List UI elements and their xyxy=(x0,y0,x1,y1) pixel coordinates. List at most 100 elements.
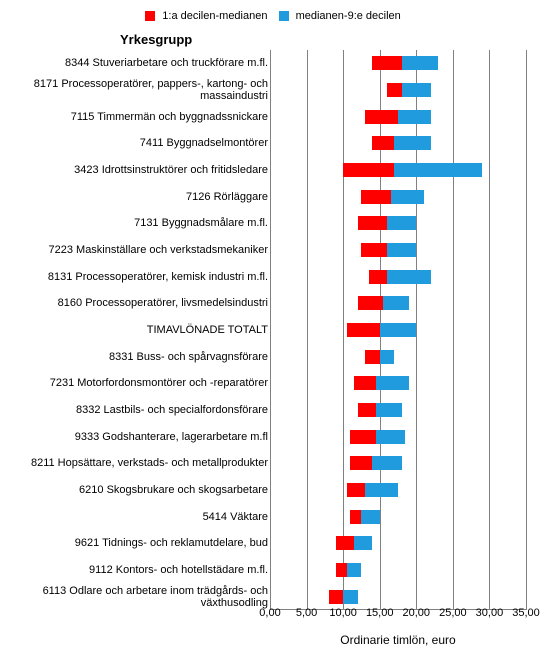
wage-chart: 1:a decilen-medianen medianen-9:e decile… xyxy=(0,0,546,655)
row-label: 9333 Godshanterare, lagerarbetare m.fl xyxy=(6,423,268,450)
legend-label-blue: medianen-9:e decilen xyxy=(296,10,401,22)
legend: 1:a decilen-medianen medianen-9:e decile… xyxy=(0,10,546,22)
row-label: 8332 Lastbils- och specialfordonsförare xyxy=(6,397,268,424)
row-label: 7126 Rörläggare xyxy=(6,183,268,210)
legend-item-blue: medianen-9:e decilen xyxy=(279,10,401,22)
bar-segment-blue xyxy=(394,136,431,150)
bar-segment-red xyxy=(361,243,387,257)
row-label: 6113 Odlare och arbetare inom trädgårds-… xyxy=(6,583,268,610)
bar-segment-blue xyxy=(398,110,431,124)
bar-segment-blue xyxy=(343,590,358,604)
bar-segment-blue xyxy=(365,483,398,497)
bar-row xyxy=(270,370,526,397)
row-label: 9621 Tidnings- och reklamutdelare, bud xyxy=(6,530,268,557)
bar-row xyxy=(270,317,526,344)
bar-segment-blue xyxy=(372,456,401,470)
bar-segment-red xyxy=(365,350,380,364)
bar-segment-blue xyxy=(354,536,372,550)
x-tick: 25,00 xyxy=(439,607,467,619)
bar-segment-blue xyxy=(380,323,417,337)
bar-segment-blue xyxy=(387,243,416,257)
bar-row xyxy=(270,450,526,477)
bar-segment-red xyxy=(350,430,376,444)
row-label: 8171 Processoperatörer, pappers-, karton… xyxy=(6,77,268,104)
bar-segment-blue xyxy=(387,216,416,230)
x-tick: 15,00 xyxy=(366,607,394,619)
row-label: 8331 Buss- och spårvagnsförare xyxy=(6,343,268,370)
bar-row xyxy=(270,50,526,77)
x-tick: 20,00 xyxy=(403,607,431,619)
row-label: TIMAVLÖNADE TOTALT xyxy=(6,317,268,344)
bar-segment-red xyxy=(358,403,376,417)
bar-segment-red xyxy=(365,110,398,124)
bar-row xyxy=(270,77,526,104)
bar-segment-blue xyxy=(402,83,431,97)
bar-segment-red xyxy=(347,483,365,497)
bar-segment-blue xyxy=(376,403,402,417)
x-axis-label: Ordinarie timlön, euro xyxy=(270,633,526,647)
row-label: 7223 Maskinställare och verkstadsmekanik… xyxy=(6,237,268,264)
bar-row xyxy=(270,503,526,530)
bar-segment-blue xyxy=(361,510,379,524)
bar-row xyxy=(270,130,526,157)
bar-segment-blue xyxy=(383,296,409,310)
bar-segment-red xyxy=(350,456,372,470)
row-label: 7115 Timmermän och byggnadssnickare xyxy=(6,103,268,130)
bar-row xyxy=(270,477,526,504)
bar-row xyxy=(270,343,526,370)
x-axis: 0,005,0010,0015,0020,0025,0030,0035,00 xyxy=(270,605,526,625)
x-tick: 35,00 xyxy=(512,607,540,619)
x-tick: 30,00 xyxy=(476,607,504,619)
row-label: 8131 Processoperatörer, kemisk industri … xyxy=(6,263,268,290)
row-label: 9112 Kontors- och hotellstädare m.fl. xyxy=(6,557,268,584)
bar-segment-red xyxy=(358,216,387,230)
bar-segment-red xyxy=(358,296,384,310)
x-tick: 10,00 xyxy=(329,607,357,619)
plot-area xyxy=(270,50,526,610)
bar-segment-red xyxy=(354,376,376,390)
row-label: 3423 Idrottsinstruktörer och fritidsleda… xyxy=(6,157,268,184)
x-tick: 5,00 xyxy=(296,607,317,619)
gridline xyxy=(526,50,527,610)
row-label: 8211 Hopsättare, verkstads- och metallpr… xyxy=(6,450,268,477)
bar-segment-red xyxy=(387,83,402,97)
bar-row xyxy=(270,210,526,237)
bar-row xyxy=(270,237,526,264)
legend-label-red: 1:a decilen-medianen xyxy=(162,10,267,22)
bar-row xyxy=(270,157,526,184)
row-label: 6210 Skogsbrukare och skogsarbetare xyxy=(6,477,268,504)
bar-segment-blue xyxy=(402,56,439,70)
row-label: 7411 Byggnadselmontörer xyxy=(6,130,268,157)
group-title: Yrkesgrupp xyxy=(120,32,192,47)
legend-swatch-blue xyxy=(279,11,289,21)
bar-row xyxy=(270,290,526,317)
legend-item-red: 1:a decilen-medianen xyxy=(145,10,267,22)
bar-segment-blue xyxy=(376,430,405,444)
row-label: 8160 Processoperatörer, livsmedelsindust… xyxy=(6,290,268,317)
bar-segment-red xyxy=(347,323,380,337)
bar-segment-red xyxy=(372,56,401,70)
bar-segment-blue xyxy=(376,376,409,390)
bar-row xyxy=(270,397,526,424)
row-label: 5414 Väktare xyxy=(6,503,268,530)
bar-segment-red xyxy=(361,190,390,204)
row-label: 7231 Motorfordonsmontörer och -reparatör… xyxy=(6,370,268,397)
bar-segment-blue xyxy=(387,270,431,284)
bar-segment-red xyxy=(336,536,354,550)
legend-swatch-red xyxy=(145,11,155,21)
bar-row xyxy=(270,423,526,450)
row-label: 7131 Byggnadsmålare m.fl. xyxy=(6,210,268,237)
bar-segment-red xyxy=(336,563,347,577)
bar-row xyxy=(270,530,526,557)
bar-segment-red xyxy=(329,590,344,604)
bar-row xyxy=(270,183,526,210)
bar-row xyxy=(270,103,526,130)
bar-segment-blue xyxy=(347,563,362,577)
bar-segment-red xyxy=(343,163,394,177)
row-label: 8344 Stuveriarbetare och truckförare m.f… xyxy=(6,50,268,77)
bar-segment-red xyxy=(372,136,394,150)
bar-segment-blue xyxy=(380,350,395,364)
bar-row xyxy=(270,263,526,290)
bar-segment-blue xyxy=(394,163,482,177)
bar-segment-blue xyxy=(391,190,424,204)
